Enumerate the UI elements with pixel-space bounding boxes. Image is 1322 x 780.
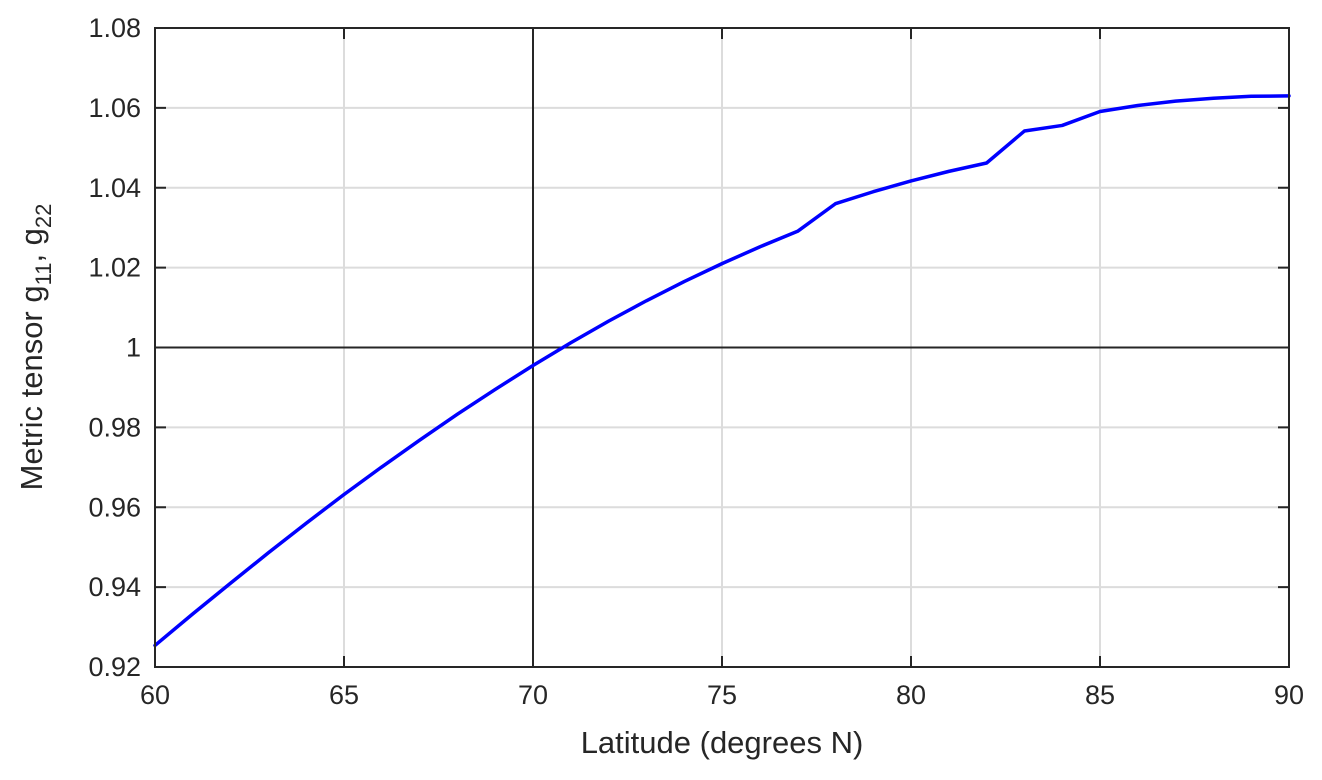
y-tick-label: 0.92 <box>88 652 141 682</box>
x-tick-label: 85 <box>1085 680 1115 710</box>
y-tick-label: 1.02 <box>88 253 141 283</box>
y-tick-label: 1.06 <box>88 93 141 123</box>
y-tick-label: 0.98 <box>88 412 141 442</box>
y-axis-title-sub2: 22 <box>31 204 56 228</box>
tick-marks <box>154 27 1290 668</box>
y-tick-label: 1.04 <box>88 173 141 203</box>
x-tick-label: 65 <box>329 680 359 710</box>
x-tick-label: 75 <box>707 680 737 710</box>
series-line <box>153 94 1291 648</box>
y-tick-label: 0.96 <box>88 492 141 522</box>
y-tick-label: 0.94 <box>88 572 141 602</box>
y-axis-title-prefix: Metric tensor g <box>14 285 49 490</box>
y-axis-title-sub1: 11 <box>31 263 56 286</box>
x-tick-label: 60 <box>140 680 170 710</box>
y-axis-title-separator: , g <box>14 228 49 262</box>
x-axis-title: Latitude (degrees N) <box>581 725 864 760</box>
y-axis-title: Metric tensor g11, g22 <box>14 204 56 491</box>
y-tick-label: 1 <box>126 333 141 363</box>
series-layer <box>153 94 1291 648</box>
x-tick-label: 70 <box>518 680 548 710</box>
reference-lines <box>155 28 1289 667</box>
y-tick-label: 1.08 <box>88 13 141 43</box>
x-tick-label: 90 <box>1274 680 1304 710</box>
x-tick-label: 80 <box>896 680 926 710</box>
tick-labels: 60 65 70 75 80 85 90 0.92 0.94 0.96 0.98 1 1.02 1.04 1… <box>88 13 1304 710</box>
